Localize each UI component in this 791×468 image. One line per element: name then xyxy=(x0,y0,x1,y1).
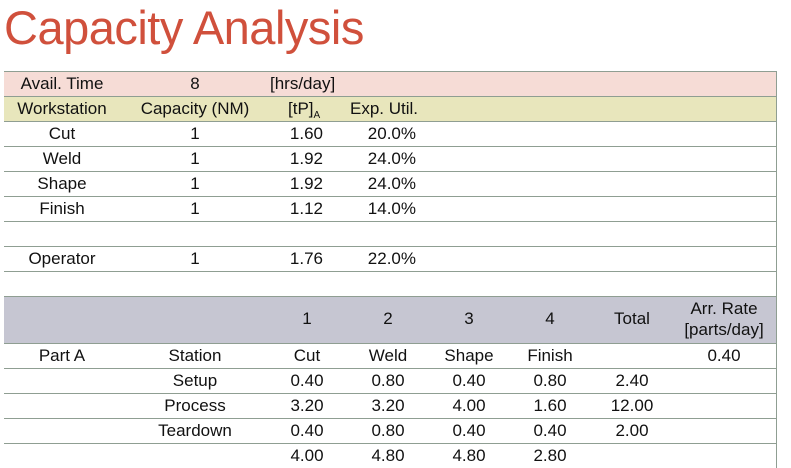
ws-util: 24.0% xyxy=(367,149,416,168)
header-tp-sub: A xyxy=(313,110,321,121)
ws-name: Weld xyxy=(42,149,82,168)
station-name: Cut xyxy=(293,346,321,365)
ws-name: Cut xyxy=(48,124,76,143)
ws-util: 20.0% xyxy=(367,124,416,143)
arr-rate-value[interactable]: 0.40 xyxy=(707,346,741,365)
row-total: 12.00 xyxy=(610,396,654,415)
ws-capacity[interactable]: 1 xyxy=(190,124,200,143)
table-row: Setup 0.40 0.80 0.40 0.80 2.40 xyxy=(4,368,776,393)
time-cell[interactable]: 0.40 xyxy=(290,421,324,440)
header-tp-text: [tP] xyxy=(288,99,314,118)
operator-row: Operator 1 1.76 22.0% xyxy=(4,246,776,271)
ws-name: Shape xyxy=(37,174,87,193)
time-cell[interactable]: 0.40 xyxy=(452,371,486,390)
ws-tp: 1.12 xyxy=(289,199,323,218)
table-row: Finish 1 1.12 14.0% xyxy=(4,196,776,221)
table-row: Teardown 0.40 0.80 0.40 0.40 2.00 xyxy=(4,418,776,443)
ws-util: 24.0% xyxy=(367,174,416,193)
time-cell[interactable]: 0.80 xyxy=(371,421,405,440)
ws-tp: 1.92 xyxy=(289,174,323,193)
col-3: 3 xyxy=(464,309,474,328)
avail-time-unit: [hrs/day] xyxy=(270,74,336,93)
station-name: Finish xyxy=(527,346,573,365)
header-util: Exp. Util. xyxy=(350,99,419,118)
operator-tp: 1.76 xyxy=(289,249,323,268)
ws-tp: 1.92 xyxy=(289,149,323,168)
operator-util: 22.0% xyxy=(367,249,416,268)
row-total: 2.00 xyxy=(615,421,649,440)
time-cell[interactable]: 0.80 xyxy=(371,371,405,390)
empty-row xyxy=(4,221,776,246)
row-label: Process xyxy=(164,396,226,415)
ws-capacity[interactable]: 1 xyxy=(190,174,200,193)
ws-name: Finish xyxy=(39,199,85,218)
station-name: Weld xyxy=(368,346,408,365)
avail-time-label: Avail. Time xyxy=(20,74,104,93)
time-cell[interactable]: 3.20 xyxy=(290,396,324,415)
sums-row: 4.00 4.80 4.80 2.80 xyxy=(4,443,776,468)
page-title: Capacity Analysis xyxy=(4,1,364,54)
col-arr-rate: Arr. Rate [parts/day] xyxy=(684,298,763,340)
header-capacity: Capacity (NM) xyxy=(140,99,250,118)
avail-time-value[interactable]: 8 xyxy=(190,74,200,93)
table-row: Cut 1 1.60 20.0% xyxy=(4,121,776,146)
row-total: 2.40 xyxy=(615,371,649,390)
station-sum: 4.80 xyxy=(452,446,486,465)
time-cell[interactable]: 4.00 xyxy=(452,396,486,415)
time-cell[interactable]: 0.40 xyxy=(290,371,324,390)
row-label: Setup xyxy=(172,371,218,390)
col-2: 2 xyxy=(383,309,393,328)
time-cell[interactable]: 0.40 xyxy=(452,421,486,440)
table-row: Shape 1 1.92 24.0% xyxy=(4,171,776,196)
workstation-header-row: Workstation Capacity (NM) [tP]A Exp. Uti… xyxy=(4,96,776,121)
empty-row xyxy=(4,271,776,296)
arr-rate-unit: [parts/day] xyxy=(684,320,764,339)
station-label: Station xyxy=(168,346,222,365)
row-label: Teardown xyxy=(158,421,232,440)
col-4: 4 xyxy=(545,309,555,328)
time-cell[interactable]: 1.60 xyxy=(533,396,567,415)
capacity-table: Avail. Time 8 [hrs/day] Workstation Capa… xyxy=(4,71,777,468)
avail-time-row: Avail. Time 8 [hrs/day] xyxy=(4,71,776,96)
ws-capacity[interactable]: 1 xyxy=(190,199,200,218)
station-sum: 2.80 xyxy=(533,446,567,465)
station-sum: 4.80 xyxy=(371,446,405,465)
time-cell[interactable]: 0.40 xyxy=(533,421,567,440)
col-total: Total xyxy=(614,309,650,328)
ws-tp: 1.60 xyxy=(289,124,323,143)
station-name: Shape xyxy=(444,346,494,365)
header-workstation: Workstation xyxy=(17,99,107,118)
time-cell[interactable]: 0.80 xyxy=(533,371,567,390)
operator-name: Operator xyxy=(28,249,96,268)
arr-rate-label: Arr. Rate xyxy=(690,299,758,318)
ws-capacity[interactable]: 1 xyxy=(190,149,200,168)
time-cell[interactable]: 3.20 xyxy=(371,396,405,415)
station-sum: 4.00 xyxy=(290,446,324,465)
header-tp: [tP]A xyxy=(288,99,320,126)
operator-capacity[interactable]: 1 xyxy=(190,249,200,268)
table-row: Process 3.20 3.20 4.00 1.60 12.00 xyxy=(4,393,776,418)
part-header-row: 1 2 3 4 Total Arr. Rate [parts/day] xyxy=(4,296,776,343)
part-name: Part A xyxy=(38,346,86,365)
station-row: Part A Station Cut Weld Shape Finish 0.4… xyxy=(4,343,776,368)
table-row: Weld 1 1.92 24.0% xyxy=(4,146,776,171)
ws-util: 14.0% xyxy=(367,199,416,218)
col-1: 1 xyxy=(302,309,312,328)
